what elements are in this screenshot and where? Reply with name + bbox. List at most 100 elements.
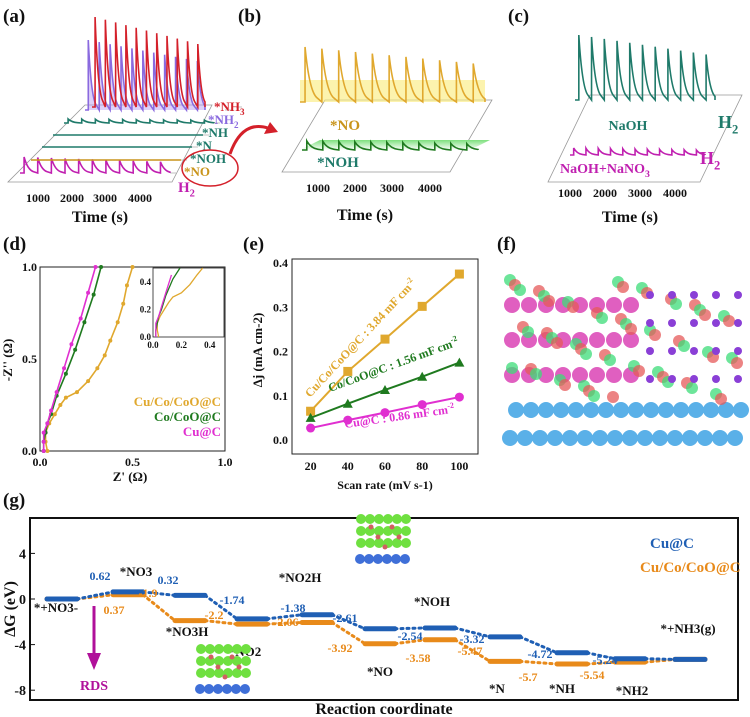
- y-tick-label: 0.1: [273, 389, 288, 403]
- data-point: [130, 265, 135, 269]
- y-axis-title: Δj (mA cm-2): [250, 313, 265, 388]
- atom-red: [236, 664, 242, 670]
- series-annotation-sup: -2: [449, 334, 458, 345]
- energy-connector: [518, 659, 559, 666]
- atom-blue: [222, 684, 232, 694]
- state-label: *NO3: [120, 564, 153, 579]
- x-tick-label: 60: [379, 459, 391, 473]
- data-point: [52, 412, 57, 417]
- data-point: [82, 320, 87, 325]
- atom-pink: [589, 332, 605, 348]
- legend-label: Cu/Co/CoO@C: [640, 560, 741, 576]
- atom-pink: [623, 297, 639, 313]
- atom-blue: [718, 402, 734, 418]
- data-point: [63, 395, 68, 400]
- x-tick-label: 3000: [628, 186, 652, 200]
- energy-connector: [330, 613, 367, 631]
- energy-connector: [453, 626, 492, 639]
- atom-blue: [697, 430, 713, 446]
- atom-purple: [712, 375, 720, 383]
- atom-blue: [204, 684, 214, 694]
- y-tick-label: 0.2: [273, 345, 288, 359]
- atom-pink: [589, 367, 605, 383]
- atom-blue: [607, 430, 623, 446]
- legend-label: Cu@C: [183, 424, 221, 439]
- highlight-band: [300, 80, 485, 102]
- x-tick-label: 2000: [343, 181, 367, 195]
- atom-green: [365, 538, 375, 548]
- x-tick-label: 1000: [306, 181, 330, 195]
- atom-blue: [688, 402, 704, 418]
- data-point-square: [417, 301, 427, 311]
- atom-blue: [712, 430, 728, 446]
- data-point: [41, 449, 46, 453]
- atom-blue: [622, 430, 638, 446]
- charge-density-accumulation: [670, 298, 682, 310]
- data-point-triangle: [417, 371, 428, 381]
- y-tick-label: 0.0: [273, 433, 288, 447]
- atom-green: [232, 668, 242, 678]
- data-point: [86, 379, 91, 384]
- atom-blue: [703, 402, 719, 418]
- gas-label-h2: H2: [700, 148, 720, 172]
- series-line-naoh-nano3: [570, 145, 706, 156]
- data-point-circle: [454, 392, 464, 402]
- atom-green: [356, 526, 366, 536]
- atom-blue: [673, 402, 689, 418]
- atom-green: [232, 644, 242, 654]
- atom-green: [214, 644, 224, 654]
- series-label-main: H: [178, 180, 190, 196]
- data-point: [124, 283, 129, 288]
- energy-connector: [203, 619, 239, 626]
- inset-x-tick-label: 0.0: [147, 340, 159, 350]
- series-label-naoh-nano3-sub: 3: [645, 169, 650, 180]
- charge-density-depletion: [607, 391, 619, 403]
- data-point-circle: [306, 423, 316, 433]
- energy-connector: [265, 613, 304, 621]
- data-point-square: [380, 334, 390, 344]
- panel-e: 20 40 60 80 100 0.0 0.1 0.2 0.3 0.4 Scan rate (mV …: [250, 256, 479, 492]
- atom-blue: [355, 554, 365, 564]
- data-point: [108, 338, 113, 343]
- highlight-ellipse: [181, 149, 239, 187]
- legend-label: Cu@C: [650, 536, 694, 552]
- x-tick-label: 1.0: [218, 455, 233, 469]
- series-label-noh: *NOH: [317, 155, 359, 171]
- y-tick-label: 0.5: [22, 352, 37, 366]
- atom-green: [196, 668, 206, 678]
- data-point-triangle: [305, 412, 316, 422]
- y-tick-label: 1.0: [22, 260, 37, 274]
- x-tick-label: 3000: [380, 181, 404, 195]
- panel-d: 0.00.00.50.51.01.0Z' (Ω)-Z'' (Ω) 0.00.00.…: [0, 260, 233, 484]
- atom-blue: [682, 430, 698, 446]
- series-line-naoh: [575, 34, 716, 103]
- charge-density-depletion: [617, 281, 629, 293]
- inset-plot-area: [152, 267, 225, 338]
- charge-density-accumulation: [604, 354, 616, 366]
- y-axis-title: ΔG (eV): [2, 581, 19, 637]
- atom-red: [222, 674, 228, 680]
- energy-value-label: -3.58: [406, 651, 431, 665]
- energy-value-label: -2.06: [274, 615, 299, 629]
- atom-pink: [504, 332, 520, 348]
- atom-green: [223, 644, 233, 654]
- y-tick-label: -4: [14, 639, 26, 654]
- atom-green: [196, 644, 206, 654]
- atom-green: [383, 514, 393, 524]
- atom-blue: [667, 430, 683, 446]
- atom-blue: [733, 402, 749, 418]
- atom-blue: [364, 554, 374, 564]
- atom-green: [392, 526, 402, 536]
- panel-f: [502, 265, 749, 450]
- atom-pink: [606, 332, 622, 348]
- atom-blue: [727, 430, 743, 446]
- charge-density-accumulation: [596, 312, 608, 324]
- atom-purple: [668, 319, 676, 327]
- x-axis-title: Time (s): [337, 207, 393, 224]
- atom-blue: [652, 430, 668, 446]
- y-tick-label: 0.3: [273, 300, 288, 314]
- series-line-0: [44, 266, 134, 452]
- atom-green: [232, 656, 242, 666]
- x-tick-label: 0.0: [33, 455, 48, 469]
- data-point: [45, 421, 50, 426]
